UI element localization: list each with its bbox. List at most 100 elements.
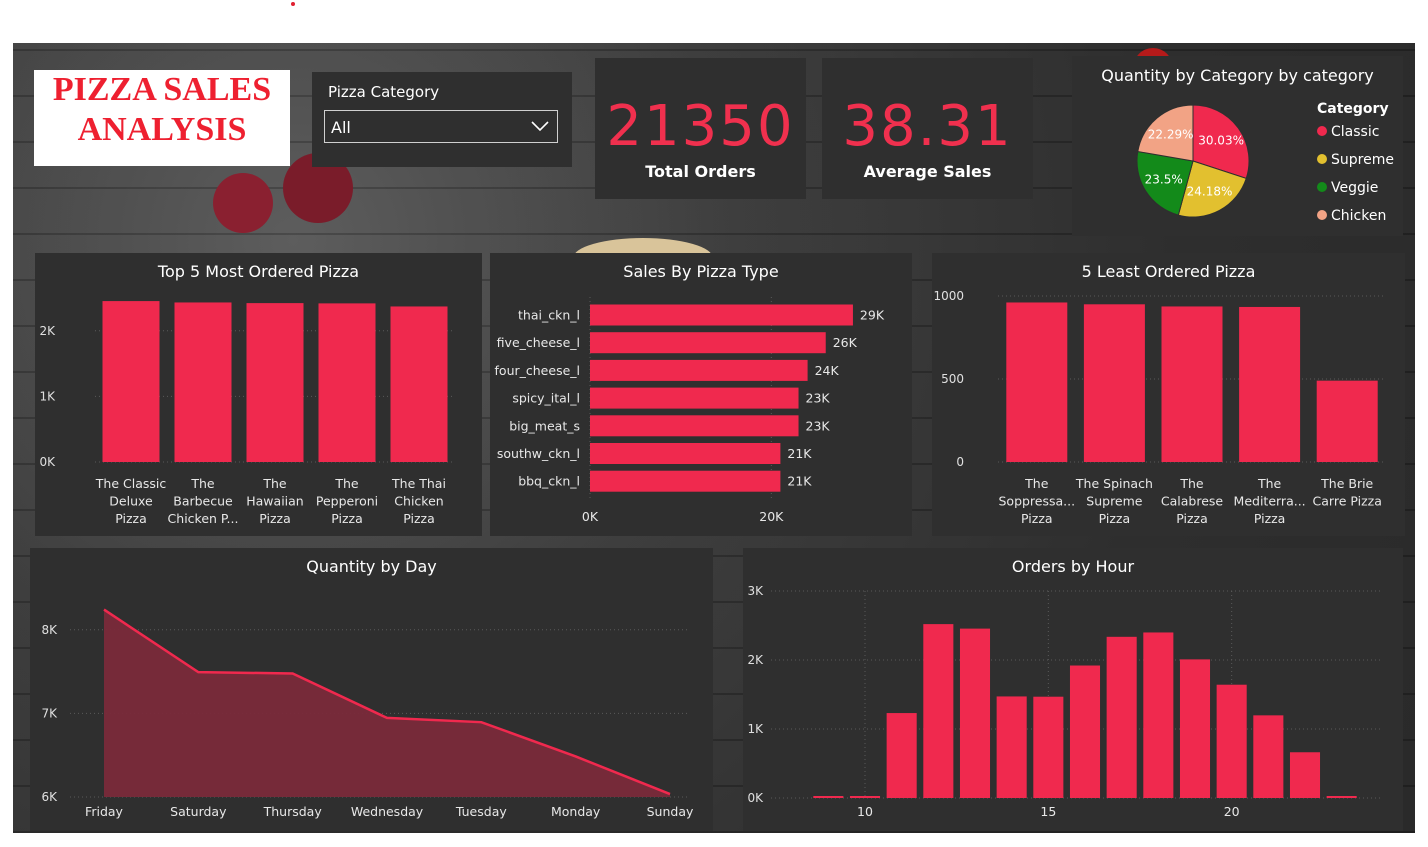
bar [1289, 752, 1321, 798]
top-5-most-ordered-panel: Top 5 Most Ordered Pizza 0K 1K 2K The Class… [35, 253, 482, 536]
legend-marker [1317, 154, 1327, 164]
pie-slice-label: 23.5% [1145, 173, 1183, 187]
chart-title: Top 5 Most Ordered Pizza [157, 262, 360, 281]
quantity-by-day-area-chart: 6K 7K 8K Friday Saturday Thursday Wednesday Tue… [41, 608, 694, 819]
data-label: 21K [787, 446, 812, 461]
bar [1161, 306, 1223, 462]
chevron-down-icon [531, 121, 549, 132]
legend-marker [1317, 182, 1327, 192]
y-tick-label: 0K [747, 791, 764, 805]
x-tick-label: The Spinach [1075, 476, 1153, 491]
bar [1083, 304, 1145, 462]
bar [318, 303, 376, 462]
legend-title: Category [1317, 101, 1389, 117]
bar [102, 301, 160, 462]
area-fill [104, 609, 670, 797]
bar [1179, 659, 1211, 798]
pie-slice [1137, 104, 1194, 162]
x-tick-label: Mediterra... [1234, 494, 1306, 509]
chart-title: 5 Least Ordered Pizza [1081, 262, 1256, 281]
data-label: 21K [787, 474, 812, 489]
bar [1239, 306, 1301, 462]
y-tick-label: 500 [941, 372, 964, 386]
bar [174, 302, 232, 462]
bar [1069, 665, 1101, 798]
y-tick-label: 2K [747, 653, 764, 667]
kpi-label: Total Orders [645, 162, 756, 181]
x-tick-label: Pepperoni [316, 494, 378, 509]
kpi-value: 38.31 [842, 94, 1013, 159]
x-tick-label: Calabrese [1161, 494, 1224, 509]
y-tick-label: 6K [41, 790, 58, 804]
pie-slice [1136, 150, 1194, 216]
x-tick-label: 0K [582, 509, 599, 524]
salami-decoration [213, 173, 273, 233]
bar [390, 306, 448, 462]
x-tick-label: The Classic [95, 476, 167, 491]
dashboard-title-line2: ANALYSIS [77, 111, 247, 148]
x-tick-label: Tuesday [455, 804, 507, 819]
x-tick-label: Pizza [1021, 511, 1053, 526]
bar [590, 443, 781, 464]
legend-entry: Supreme [1331, 152, 1394, 168]
red-dot-mark [291, 2, 295, 6]
top-5-bar-chart: 0K 1K 2K The Classic Deluxe Pizza The Barbecue C… [39, 301, 455, 526]
bar [1106, 636, 1137, 798]
bar [1316, 380, 1378, 462]
y-tick-label: 1000 [933, 289, 964, 303]
bar [1253, 715, 1284, 798]
pizza-category-slicer: Pizza Category All [312, 72, 572, 167]
dashboard-title-line1: PIZZA SALES [52, 71, 272, 108]
bar [590, 415, 799, 437]
x-tick-label: Soppressa... [998, 494, 1075, 509]
legend-entry: Classic [1331, 124, 1379, 140]
kpi-label: Average Sales [863, 162, 992, 181]
series-line [103, 608, 671, 796]
sales-by-pizza-type-panel: Sales By Pizza Type 29K thai_ckn_l 26K five… [490, 253, 912, 536]
bar [996, 696, 1027, 798]
x-tick-label: The Thai [391, 476, 446, 491]
y-tick-label: big_meat_s [509, 418, 580, 433]
orders-by-hour-bar-chart: 0K 1K 2K 3K 10 15 20 [747, 584, 1383, 819]
x-tick-label: Chicken P... [168, 511, 239, 526]
bar [1326, 796, 1357, 798]
pie-slice [1192, 104, 1250, 180]
y-tick-label: 1K [747, 722, 764, 736]
x-tick-label: Barbecue [173, 494, 233, 509]
bar [1006, 302, 1068, 462]
bar [590, 304, 853, 326]
bar [590, 470, 781, 492]
y-tick-label: 0 [956, 455, 964, 469]
quantity-by-day-panel: Quantity by Day 6K 7K 8K Friday Saturday Thur… [30, 548, 713, 831]
x-tick-label: Carre Pizza [1313, 494, 1382, 509]
x-tick-label: Saturday [170, 804, 227, 819]
bar [1143, 632, 1174, 798]
kpi-value: 21350 [606, 94, 795, 159]
pizza-category-dropdown[interactable]: All [324, 110, 558, 143]
data-label: 26K [833, 335, 858, 350]
x-tick-label: Supreme [1086, 494, 1143, 509]
data-label: 23K [806, 418, 831, 433]
x-tick-label: Pizza [1176, 511, 1208, 526]
chart-title: Quantity by Day [306, 557, 437, 576]
y-tick-label: 7K [41, 706, 58, 720]
y-tick-label: 3K [747, 584, 764, 598]
y-tick-label: 8K [41, 623, 58, 637]
bar [1216, 684, 1247, 798]
bar [813, 796, 844, 798]
quantity-by-category-panel: Quantity by Category by category 30.03% 2… [1072, 56, 1403, 236]
y-tick-label: four_cheese_l [495, 363, 580, 378]
data-label: 23K [806, 391, 831, 406]
x-tick-label: The [1024, 476, 1049, 491]
x-tick-label: Pizza [1099, 511, 1131, 526]
slicer-label: Pizza Category [328, 83, 440, 101]
x-tick-label: Friday [85, 804, 123, 819]
x-tick-label: Pizza [1254, 511, 1286, 526]
x-tick-label: The [190, 476, 215, 491]
pie-slice-label: 24.18% [1187, 185, 1233, 199]
pie-slice-label: 30.03% [1198, 134, 1244, 148]
chart-title: Sales By Pizza Type [623, 262, 779, 281]
5-least-ordered-panel: 5 Least Ordered Pizza 0 500 1000 The Soppres… [932, 253, 1405, 536]
x-tick-label: The [1179, 476, 1204, 491]
chart-title: Orders by Hour [1011, 557, 1135, 576]
